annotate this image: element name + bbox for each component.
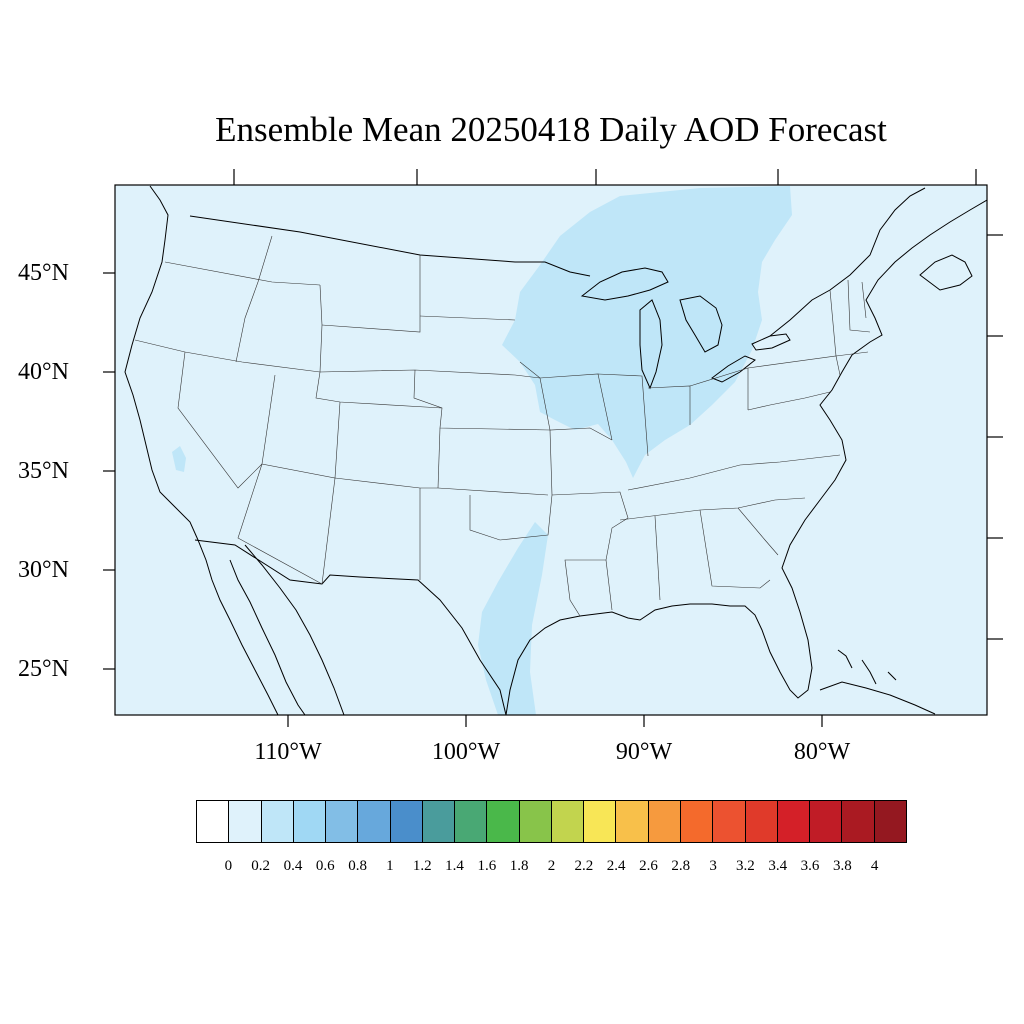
lon-label-100w: 100°W (431, 739, 501, 765)
colorbar-label: 2 (547, 858, 556, 874)
lat-label-30n: 30°N (18, 557, 69, 583)
colorbar-swatch (680, 801, 714, 842)
colorbar-label: 3.2 (736, 858, 755, 874)
colorbar-swatch (455, 801, 488, 842)
colorbar-swatch (358, 801, 391, 842)
colorbar-label: 1.8 (509, 858, 529, 874)
colorbar-label: 2.6 (639, 858, 658, 874)
colorbar (196, 800, 907, 843)
colorbar-swatch (551, 801, 585, 842)
lat-label-45n: 45°N (18, 260, 69, 286)
aod-spot-nevada (172, 446, 186, 472)
aod-plume-midwest (502, 186, 792, 478)
coastlines-and-borders (124, 185, 987, 715)
lon-label-90w: 90°W (615, 739, 673, 765)
colorbar-swatch (487, 801, 520, 842)
colorbar-swatch (810, 801, 843, 842)
lon-label-110w: 110°W (254, 739, 322, 765)
map-title: Ensemble Mean 20250418 Daily AOD Forecas… (215, 110, 887, 149)
colorbar-label: 0.6 (315, 858, 335, 874)
aod-plume-texas (478, 522, 548, 715)
colorbar-swatch (713, 801, 746, 842)
colorbar-swatch (197, 801, 230, 842)
colorbar-swatch (519, 801, 552, 842)
colorbar-swatch (293, 801, 327, 842)
colorbar-swatch (261, 801, 294, 842)
lon-label-80w: 80°W (793, 739, 851, 765)
colorbar-label: 3.8 (832, 858, 852, 874)
colorbar-label: 2.8 (671, 858, 691, 874)
colorbar-label: 2.2 (574, 858, 594, 874)
colorbar-label: 1.2 (412, 858, 432, 874)
colorbar-swatch (745, 801, 778, 842)
colorbar-label: 4 (870, 858, 879, 874)
colorbar-swatch (422, 801, 456, 842)
colorbar-label: 3.4 (768, 858, 788, 874)
colorbar-swatch (777, 801, 811, 842)
colorbar-swatch (874, 801, 906, 842)
colorbar-label: 1.6 (477, 858, 497, 874)
colorbar-swatch (326, 801, 359, 842)
colorbar-label: 0.2 (251, 858, 270, 874)
colorbar-label: 3.6 (800, 858, 820, 874)
colorbar-label: 0.4 (283, 858, 303, 874)
state-borders (134, 235, 871, 617)
colorbar-swatch (584, 801, 617, 842)
colorbar-swatch (842, 801, 875, 842)
lat-label-40n: 40°N (18, 359, 69, 385)
colorbar-swatch (616, 801, 649, 842)
colorbar-label: 0 (224, 858, 233, 874)
colorbar-swatch (648, 801, 681, 842)
lat-label-35n: 35°N (18, 458, 69, 484)
lat-label-25n: 25°N (18, 656, 69, 682)
colorbar-swatch (229, 801, 262, 842)
colorbar-label: 2.4 (606, 858, 626, 874)
colorbar-label: 1 (386, 858, 394, 874)
colorbar-label: 3 (709, 858, 717, 874)
colorbar-label: 1.4 (445, 858, 464, 874)
map-frame (114, 184, 988, 716)
colorbar-label: 0.8 (348, 858, 367, 874)
tick-marks (103, 169, 1003, 727)
colorbar-swatch (390, 801, 423, 842)
